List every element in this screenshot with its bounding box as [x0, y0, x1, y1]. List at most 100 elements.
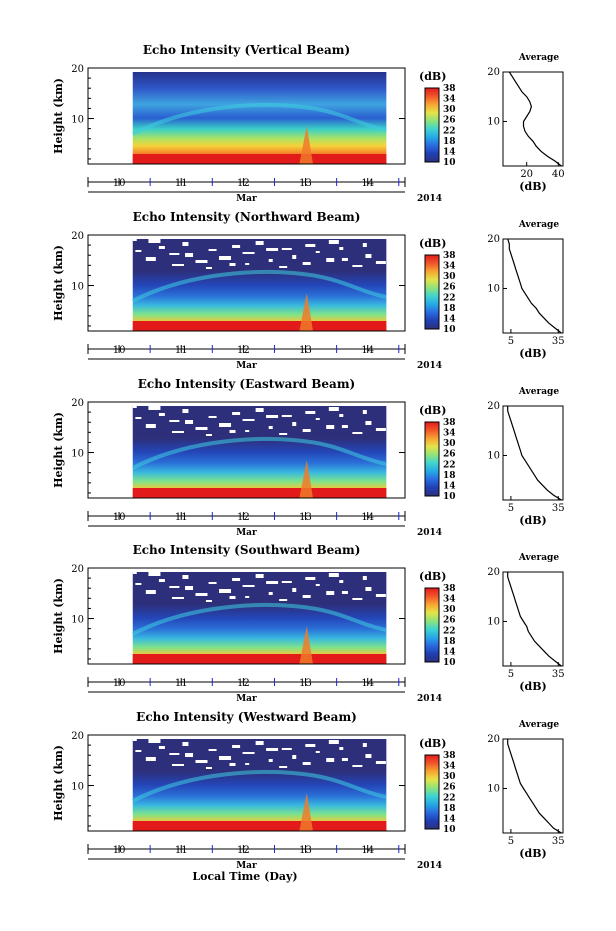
average-y-tick: 20 [487, 67, 500, 78]
average-profile-line [507, 238, 562, 334]
average-x-tick: 5 [508, 503, 514, 514]
average-title: Average [518, 220, 559, 230]
y-axis-label: Height (km) [52, 412, 65, 488]
colorbar-tick: 34 [443, 95, 456, 105]
time-tick-label: 13 [299, 178, 312, 189]
plot-frame [87, 67, 406, 165]
year-label: 2014 [417, 861, 442, 871]
time-tick-label: 10 [113, 178, 126, 189]
colorbar-tick: 34 [443, 762, 456, 772]
echo-layer [131, 602, 387, 636]
time-tick-label: 10 [113, 678, 126, 689]
colorbar-tick: 26 [443, 616, 456, 626]
surface-echo-band [132, 321, 387, 331]
average-y-tick: 10 [487, 450, 500, 461]
y-axis-label: Height (km) [52, 578, 65, 654]
time-tick-label: 11 [175, 512, 188, 523]
y-tick-label: 10 [71, 782, 84, 793]
plot-frame [87, 567, 406, 665]
year-label: 2014 [417, 194, 442, 204]
month-label: Mar [236, 528, 257, 538]
y-tick-label: 10 [71, 449, 84, 460]
time-tick-label: 13 [299, 845, 312, 856]
colorbar-tick: 38 [443, 418, 456, 428]
colorbar-tick: 34 [443, 595, 456, 605]
average-y-tick: 20 [487, 401, 500, 412]
average-frame [502, 71, 564, 167]
colorbar-tick: 26 [443, 116, 456, 126]
colorbar-tick: 30 [443, 772, 456, 782]
average-title: Average [518, 720, 559, 730]
time-tick-label: 12 [237, 178, 250, 189]
time-tick-label: 14 [361, 512, 374, 523]
year-label: 2014 [417, 361, 442, 371]
time-tick-label: 11 [175, 178, 188, 189]
convective-feature [299, 293, 314, 331]
colorbar-tick: 22 [443, 626, 456, 636]
colorbar-tick: 38 [443, 584, 456, 594]
average-title: Average [518, 387, 559, 397]
colorbar [424, 587, 440, 663]
average-title: Average [518, 553, 559, 563]
panel-2: Echo Intensity (Northward Beam) 10 20 Heigh… [52, 210, 565, 371]
average-x-tick: 35 [552, 669, 565, 680]
average-x-tick: 5 [508, 336, 514, 347]
average-y-tick: 10 [487, 616, 500, 627]
panel-title: Echo Intensity (Westward Beam) [136, 710, 357, 724]
colorbar-tick: 10 [443, 325, 456, 335]
missing-data [132, 239, 386, 269]
time-tick-label: 10 [113, 512, 126, 523]
average-y-tick: 10 [487, 116, 500, 127]
colorbar-tick: 18 [443, 137, 456, 147]
y-tick-label: 20 [71, 564, 84, 575]
time-tick-label: 13 [299, 512, 312, 523]
time-tick-label: 12 [237, 345, 250, 356]
average-frame [502, 405, 564, 501]
colorbar-tick: 30 [443, 605, 456, 615]
colorbar-tick: 34 [443, 262, 456, 272]
y-tick-label: 10 [71, 115, 84, 126]
y-axis-label: Height (km) [52, 245, 65, 321]
average-profile-line [507, 739, 562, 834]
average-x-label: (dB) [519, 347, 546, 360]
colorbar-tick: 30 [443, 272, 456, 282]
colorbar-unit: (dB) [419, 70, 446, 83]
average-x-tick: 35 [552, 503, 565, 514]
echo-layer [131, 769, 387, 803]
average-x-label: (dB) [519, 180, 546, 193]
time-tick-label: 14 [361, 678, 374, 689]
missing-data [132, 406, 386, 436]
time-tick-label: 14 [361, 178, 374, 189]
y-tick-label: 20 [71, 231, 84, 242]
time-tick-label: 14 [361, 845, 374, 856]
colorbar-tick: 38 [443, 751, 456, 761]
plot-frame [87, 401, 406, 499]
colorbar-tick: 26 [443, 783, 456, 793]
surface-echo-band [132, 654, 387, 664]
colorbar-tick: 38 [443, 84, 456, 94]
colorbar-tick: 18 [443, 637, 456, 647]
panel-title: Echo Intensity (Southward Beam) [133, 543, 361, 557]
time-tick-label: 13 [299, 345, 312, 356]
average-x-tick: 20 [520, 169, 533, 180]
month-label: Mar [236, 861, 257, 871]
year-label: 2014 [417, 694, 442, 704]
time-tick-label: 12 [237, 845, 250, 856]
colorbar-tick: 14 [443, 314, 456, 324]
time-tick-label: 10 [113, 845, 126, 856]
colorbar-tick: 14 [443, 481, 456, 491]
colorbar-tick: 18 [443, 804, 456, 814]
y-tick-label: 20 [71, 731, 84, 742]
colorbar-tick: 34 [443, 429, 456, 439]
average-x-tick: 5 [508, 669, 514, 680]
panel-1: Echo Intensity (Vertical Beam) 10 20 Height… [52, 43, 565, 204]
panel-4: Echo Intensity (Southward Beam) 10 20 Heigh… [52, 543, 565, 704]
time-tick-label: 12 [237, 678, 250, 689]
colorbar-tick: 10 [443, 158, 456, 168]
y-tick-label: 10 [71, 282, 84, 293]
echo-layer [131, 436, 387, 470]
time-tick-label: 14 [361, 345, 374, 356]
average-x-tick: 5 [508, 836, 514, 847]
year-label: 2014 [417, 528, 442, 538]
colorbar-tick: 30 [443, 105, 456, 115]
